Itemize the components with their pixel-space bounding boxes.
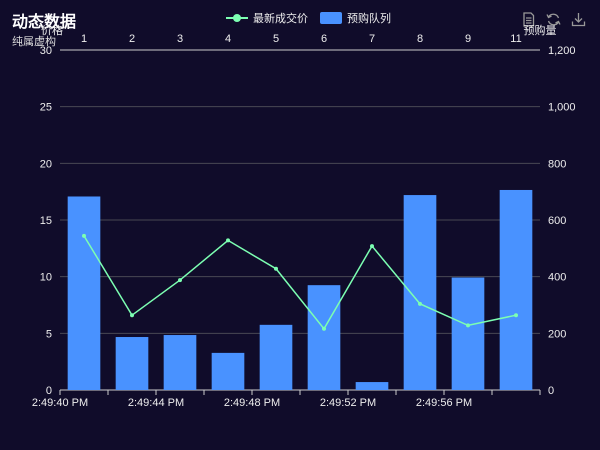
y-right-tick-label: 800 bbox=[548, 158, 566, 170]
y-right-tick-label: 0 bbox=[548, 385, 554, 397]
x-top-tick-label: 7 bbox=[369, 33, 375, 45]
y-left-tick-label: 25 bbox=[40, 102, 52, 114]
y-left-axis-label: 价格 bbox=[41, 23, 63, 37]
price-point bbox=[274, 266, 278, 271]
y-left-tick-label: 5 bbox=[46, 328, 52, 340]
y-left-tick-label: 0 bbox=[46, 385, 52, 397]
price-point bbox=[82, 233, 86, 238]
bar bbox=[211, 352, 245, 390]
bar bbox=[115, 337, 149, 390]
bar-legend-icon bbox=[320, 12, 342, 24]
price-point bbox=[370, 244, 374, 249]
x-top-tick-label: 4 bbox=[225, 33, 231, 45]
bar bbox=[307, 285, 341, 390]
y-right-tick-label: 600 bbox=[548, 215, 566, 227]
x-bottom-tick-label: 2:49:40 PM bbox=[32, 397, 88, 409]
toolbox bbox=[521, 12, 586, 27]
bar bbox=[451, 277, 485, 390]
price-point bbox=[322, 326, 326, 331]
chart-title: 动态数据 bbox=[12, 14, 77, 31]
bar bbox=[67, 196, 101, 390]
y-right-tick-label: 1,200 bbox=[548, 45, 576, 57]
price-point bbox=[130, 313, 134, 318]
y-left-tick-label: 15 bbox=[40, 215, 52, 227]
x-bottom-tick-label: 2:49:56 PM bbox=[416, 397, 472, 409]
x-bottom-tick-label: 2:49:48 PM bbox=[224, 397, 280, 409]
x-top-tick-label: 1 bbox=[81, 33, 87, 45]
legend-label-bar: 预购队列 bbox=[347, 13, 391, 25]
y-right-axis-label: 预购量 bbox=[524, 23, 557, 37]
price-point bbox=[418, 301, 422, 306]
y-left-tick-label: 20 bbox=[40, 158, 52, 170]
y-right-tick-label: 1,000 bbox=[548, 102, 576, 114]
bar bbox=[499, 189, 533, 390]
x-top-tick-label: 3 bbox=[177, 33, 183, 45]
chart-subtitle: 纯属虚构 bbox=[12, 36, 56, 48]
legend-item-bar[interactable]: 预购队列 bbox=[320, 10, 391, 26]
x-bottom-tick-label: 2:49:52 PM bbox=[320, 397, 376, 409]
x-top-tick-label: 6 bbox=[321, 33, 327, 45]
legend: 最新成交价 预购队列 bbox=[226, 10, 391, 26]
x-bottom-tick-label: 2:49:44 PM bbox=[128, 397, 184, 409]
bar bbox=[163, 335, 197, 390]
line-legend-icon bbox=[226, 14, 248, 22]
y-right-tick-label: 200 bbox=[548, 328, 566, 340]
x-top-tick-label: 5 bbox=[273, 33, 279, 45]
legend-label-line: 最新成交价 bbox=[253, 13, 308, 25]
x-top-tick-label: 9 bbox=[465, 33, 471, 45]
x-top-tick-label: 2 bbox=[129, 33, 135, 45]
bar bbox=[259, 324, 293, 390]
y-left-tick-label: 30 bbox=[40, 45, 52, 57]
data-view-icon[interactable] bbox=[521, 12, 536, 27]
y-right-tick-label: 400 bbox=[548, 272, 566, 284]
x-top-tick-label: 11 bbox=[510, 33, 521, 45]
price-point bbox=[178, 278, 182, 283]
price-line bbox=[83, 235, 517, 331]
bar bbox=[403, 195, 437, 390]
save-image-icon[interactable] bbox=[571, 12, 586, 27]
legend-item-line[interactable]: 最新成交价 bbox=[226, 10, 308, 26]
price-point bbox=[514, 313, 518, 318]
price-point bbox=[466, 323, 470, 328]
x-top-tick-label: 8 bbox=[417, 33, 423, 45]
bar bbox=[355, 382, 389, 390]
restore-icon[interactable] bbox=[546, 12, 561, 27]
price-point bbox=[226, 238, 230, 243]
y-left-tick-label: 10 bbox=[40, 272, 52, 284]
